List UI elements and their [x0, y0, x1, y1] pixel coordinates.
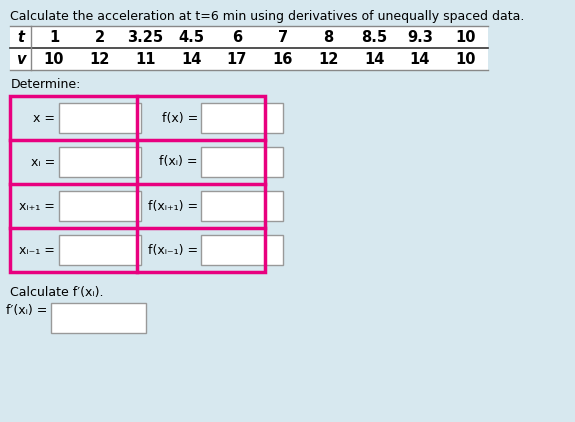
Text: xᵢ₋₁ =: xᵢ₋₁ =: [20, 243, 55, 257]
Text: 17: 17: [227, 51, 247, 67]
Text: 8: 8: [323, 30, 334, 44]
Text: 10: 10: [455, 51, 476, 67]
Text: f′(xᵢ) =: f′(xᵢ) =: [6, 304, 48, 317]
Text: 9.3: 9.3: [407, 30, 432, 44]
Text: 8.5: 8.5: [361, 30, 387, 44]
Text: 2: 2: [95, 30, 105, 44]
Text: 11: 11: [135, 51, 156, 67]
Text: 10: 10: [455, 30, 476, 44]
Text: f(xᵢ) =: f(xᵢ) =: [159, 155, 198, 168]
Text: v: v: [16, 51, 25, 67]
Text: 12: 12: [90, 51, 110, 67]
Bar: [201, 235, 283, 265]
Text: xᵢ₊₁ =: xᵢ₊₁ =: [20, 200, 55, 213]
Text: Calculate the acceleration at t=6 min using derivatives of unequally spaced data: Calculate the acceleration at t=6 min us…: [10, 10, 525, 23]
Text: 6: 6: [232, 30, 242, 44]
Bar: [59, 235, 141, 265]
Text: 4.5: 4.5: [178, 30, 204, 44]
Bar: [201, 147, 283, 177]
Text: 1: 1: [49, 30, 59, 44]
Text: 3.25: 3.25: [127, 30, 163, 44]
Bar: [59, 103, 141, 133]
Text: f(xᵢ₊₁) =: f(xᵢ₊₁) =: [148, 200, 198, 213]
Text: Determine:: Determine:: [10, 78, 80, 91]
Bar: [10, 96, 265, 272]
Bar: [201, 191, 283, 221]
Text: f(x) =: f(x) =: [162, 111, 198, 124]
Text: 7: 7: [278, 30, 288, 44]
Bar: [201, 103, 283, 133]
Text: x =: x =: [33, 111, 55, 124]
Text: f(xᵢ₋₁) =: f(xᵢ₋₁) =: [148, 243, 198, 257]
Text: 14: 14: [181, 51, 201, 67]
Bar: [10, 26, 488, 70]
Text: 14: 14: [409, 51, 430, 67]
Bar: [59, 191, 141, 221]
Text: Calculate f′(xᵢ).: Calculate f′(xᵢ).: [10, 286, 104, 299]
Bar: [51, 303, 146, 333]
Text: 12: 12: [318, 51, 339, 67]
Text: xᵢ =: xᵢ =: [31, 155, 55, 168]
Text: t: t: [17, 30, 24, 44]
Text: 10: 10: [44, 51, 64, 67]
Text: 14: 14: [364, 51, 384, 67]
Text: 16: 16: [273, 51, 293, 67]
Bar: [59, 147, 141, 177]
